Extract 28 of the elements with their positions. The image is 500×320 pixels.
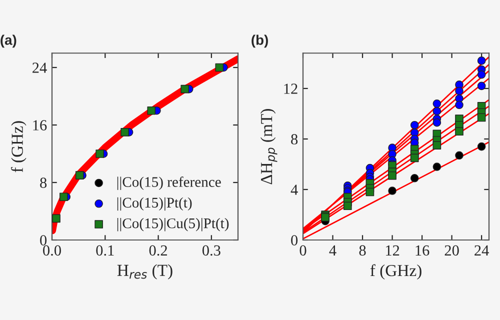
x-tick-label: 24 — [474, 245, 489, 256]
x-tick-label: 20 — [444, 245, 459, 256]
x-tick-label: 0 — [300, 245, 306, 256]
x-tick-label: 8 — [359, 245, 366, 256]
legend-label: ||Co(15) reference — [117, 176, 221, 190]
x-tick-label: 4 — [329, 245, 336, 256]
x-tick-label: 0.1 — [96, 245, 114, 256]
x-tick-label: 16 — [416, 245, 430, 256]
y-tick-label: 0 — [40, 235, 47, 246]
x-tick-label: 0.2 — [149, 245, 167, 256]
x-axis-title: f (GHz) — [370, 264, 422, 280]
x-tick-label: 0.0 — [43, 245, 61, 256]
chart-title: (a) — [0, 34, 16, 48]
x-tick-label: 0.3 — [202, 245, 220, 256]
x-tick-label: 12 — [386, 245, 400, 256]
legend-label: ||Co(15)|Pt(t) — [117, 197, 192, 211]
y-tick-label: 16 — [33, 120, 47, 130]
y-tick-label: 24 — [32, 62, 47, 73]
y-tick-label: 0 — [291, 235, 298, 246]
y-tick-label: 8 — [291, 134, 298, 144]
y-axis-title: ΔH$_{pp}$ (mT) — [260, 109, 278, 184]
y-tick-label: 12 — [284, 84, 298, 94]
x-axis-title: H$_{res}$ (T) — [117, 264, 172, 280]
legend-label: ||Co(15)|Cu(5)|Pt(t) — [117, 218, 229, 232]
y-tick-label: 8 — [40, 178, 47, 188]
y-tick-label: 4 — [290, 184, 298, 195]
chart-title: (b) — [252, 34, 268, 48]
y-axis-title: f (GHz) — [11, 121, 26, 172]
